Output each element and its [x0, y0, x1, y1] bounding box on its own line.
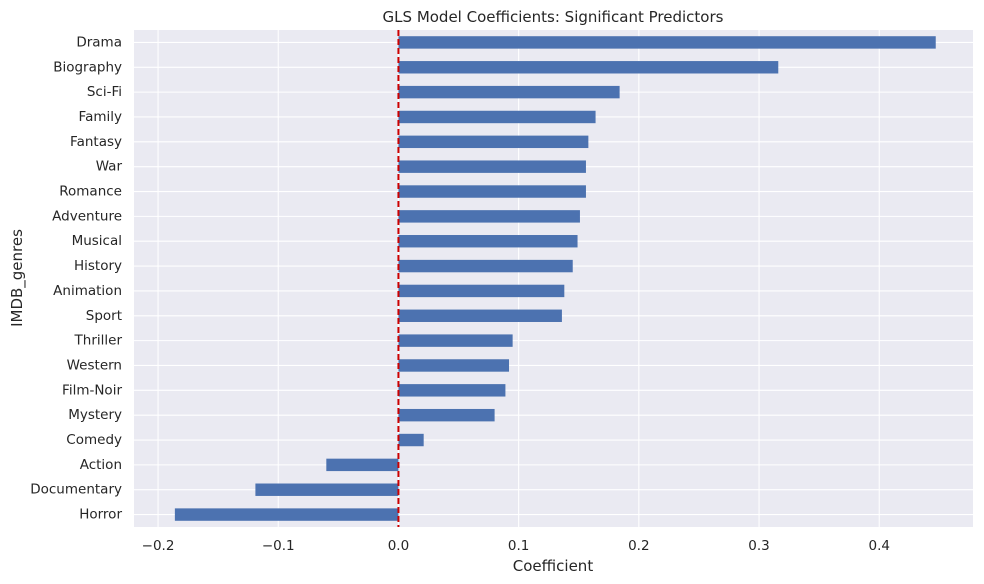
y-axis-title: IMDB_genres: [8, 229, 27, 327]
bar-war: [398, 160, 586, 173]
bar-romance: [398, 185, 586, 198]
x-tick-label: 0.3: [748, 538, 769, 554]
bar-history: [398, 259, 573, 273]
bar-horror: [174, 508, 399, 521]
bar-sport: [398, 309, 562, 322]
chart-title: GLS Model Coefficients: Significant Pred…: [383, 8, 724, 26]
y-tick-label: Drama: [76, 34, 122, 50]
bar-western: [398, 359, 510, 372]
x-tick-label: 0.2: [628, 538, 649, 554]
y-tick-label: Action: [80, 457, 122, 473]
y-tick-label: Family: [79, 109, 122, 125]
y-tick-label: Fantasy: [70, 134, 122, 150]
bar-action: [326, 458, 399, 472]
x-tick-label: 0.0: [388, 538, 409, 554]
y-tick-label: Documentary: [30, 482, 122, 498]
y-tick-labels: Drama Biography Sci-Fi Family Fantasy War Roma…: [30, 34, 122, 522]
bars: [174, 36, 936, 521]
y-tick-label: Western: [67, 357, 122, 373]
y-tick-label: Horror: [79, 507, 122, 523]
y-tick-label: Thriller: [74, 333, 123, 349]
x-tick-labels: −0.2 −0.1 0.0 0.1 0.2 0.3 0.4: [142, 538, 890, 554]
y-tick-label: Romance: [59, 184, 122, 200]
bar-mystery: [398, 408, 495, 422]
x-tick-label: −0.2: [142, 538, 175, 554]
bar-comedy: [398, 433, 424, 447]
y-tick-label: Mystery: [68, 407, 122, 423]
bar-adventure: [398, 210, 580, 223]
bar-documentary: [255, 483, 399, 496]
bar-fantasy: [398, 135, 589, 149]
x-tick-label: −0.1: [262, 538, 295, 554]
y-tick-label: History: [74, 258, 122, 274]
bar-thriller: [398, 334, 513, 347]
y-tick-label: Animation: [53, 283, 122, 299]
bar-family: [398, 110, 596, 124]
bar-film-noir: [398, 384, 506, 397]
y-tick-label: Musical: [72, 233, 122, 249]
y-tick-label: Sport: [86, 308, 122, 324]
x-tick-label: 0.1: [508, 538, 529, 554]
bar-animation: [398, 284, 565, 298]
y-tick-label: War: [96, 159, 123, 175]
bar-drama: [398, 36, 936, 49]
plot-background: [134, 30, 973, 527]
y-tick-label: Film-Noir: [62, 382, 122, 398]
y-tick-label: Comedy: [66, 432, 122, 448]
x-axis-title: Coefficient: [513, 557, 594, 575]
y-tick-label: Adventure: [52, 208, 122, 224]
bar-musical: [398, 235, 578, 248]
bar-sci-fi: [398, 85, 620, 99]
y-tick-label: Sci-Fi: [87, 84, 122, 100]
y-tick-label: Biography: [53, 59, 122, 75]
bar-biography: [398, 61, 779, 74]
x-tick-label: 0.4: [869, 538, 890, 554]
